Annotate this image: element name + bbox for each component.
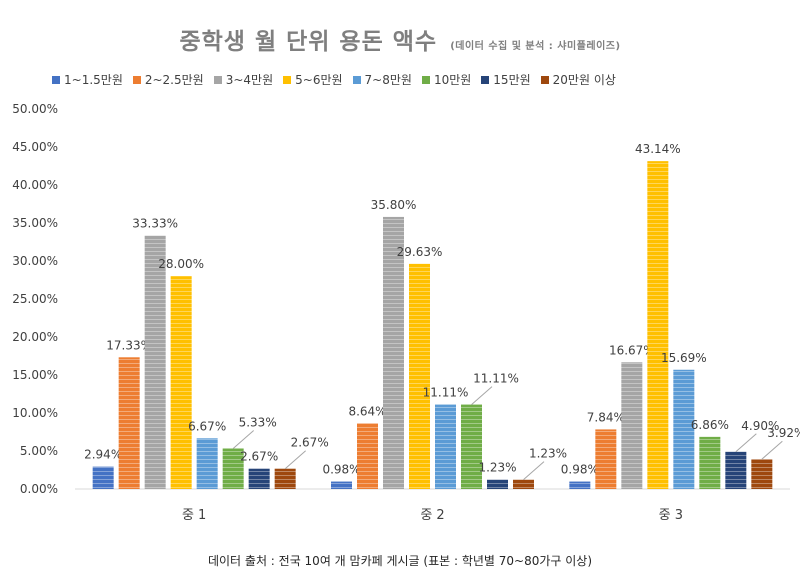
data-label: 1.23%: [478, 461, 516, 475]
data-label: 6.86%: [691, 418, 729, 432]
legend-item: 7~8만원: [352, 71, 412, 88]
bar: [699, 436, 721, 489]
y-tick-label: 45.00%: [12, 140, 58, 154]
bar: [118, 357, 140, 489]
bar: [621, 362, 643, 489]
bar: [274, 468, 296, 489]
bar: [357, 423, 378, 489]
data-label-leader: [523, 461, 545, 481]
legend-item: 15만원: [481, 71, 531, 88]
bar: [196, 438, 218, 489]
legend-swatch: [213, 75, 222, 84]
legend-swatch: [283, 75, 292, 84]
data-label: 0.98%: [561, 463, 599, 477]
chart-legend: 1~1.5만원 2~2.5만원 3~4만원 5~6만원 7~8만원 10만원 15만원 20만…: [52, 71, 782, 88]
data-label-leader: [735, 433, 757, 453]
y-tick-label: 0.00%: [20, 482, 58, 496]
data-label: 4.90%: [741, 419, 779, 433]
legend-item: 5~6만원: [283, 71, 343, 88]
bar: [170, 276, 192, 489]
bar: [435, 404, 456, 489]
legend-swatch: [421, 75, 430, 84]
bar: [673, 369, 695, 489]
legend-item: 2~2.5만원: [132, 71, 204, 88]
legend-label: 7~8만원: [364, 73, 412, 87]
data-label: 8.64%: [348, 404, 386, 418]
y-tick-label: 40.00%: [12, 178, 58, 192]
bar: [751, 459, 773, 489]
bar: [513, 479, 534, 489]
legend-label: 20만원 이상: [552, 73, 616, 87]
data-label: 35.80%: [371, 198, 417, 212]
data-label: 0.98%: [322, 463, 360, 477]
data-label: 5.33%: [239, 415, 277, 429]
bar: [647, 161, 669, 490]
legend-item: 1~1.5만원: [52, 71, 123, 88]
data-label: 11.11%: [473, 372, 519, 386]
data-label: 29.63%: [397, 245, 443, 259]
bar: [144, 235, 166, 489]
y-tick-label: 10.00%: [12, 406, 58, 420]
bar-chart: 0.00% 5.00% 10.00% 15.00% 20.00% 25.00% 30.00%…: [12, 102, 800, 523]
legend-swatch: [132, 75, 141, 84]
bar: [331, 481, 352, 489]
y-tick-label: 50.00%: [12, 102, 58, 116]
data-label: 16.67%: [609, 343, 655, 357]
bar: [461, 404, 482, 489]
data-label: 2.67%: [240, 450, 278, 464]
legend-label: 5~6만원: [295, 73, 343, 87]
data-label: 7.84%: [587, 410, 625, 424]
legend-item: 20만원 이상: [540, 71, 616, 88]
legend-label: 15만원: [493, 73, 531, 87]
legend-swatch: [481, 75, 490, 84]
y-tick-label: 25.00%: [12, 292, 58, 306]
bar: [383, 216, 404, 490]
chart-title: 중학생 월 단위 용돈 액수: [179, 29, 438, 55]
legend-item: 10만원: [421, 71, 472, 88]
data-label: 43.14%: [635, 142, 681, 156]
y-tick-label: 30.00%: [12, 254, 58, 268]
data-label-leader: [284, 450, 306, 470]
legend-label: 1~1.5만원: [64, 73, 123, 87]
data-label: 2.94%: [84, 448, 122, 462]
chart-title-row: 중학생 월 단위 용돈 액수 (데이터 수집 및 분석 : 샤미플레이즈): [0, 22, 800, 56]
bar: [92, 466, 114, 489]
data-label: 3.92%: [767, 426, 800, 440]
legend-label: 2~2.5만원: [144, 73, 204, 87]
data-label: 17.33%: [106, 338, 152, 352]
legend-swatch: [352, 75, 361, 84]
data-label: 33.33%: [132, 217, 178, 231]
bar: [487, 479, 508, 489]
x-tick-label: 중 2: [420, 508, 444, 523]
data-label: 15.69%: [661, 351, 707, 365]
data-label-leader: [761, 440, 783, 460]
data-source-footer: 데이터 출처 : 전국 10여 개 맘카페 게시글 (표본 : 학년별 70~8…: [207, 554, 593, 568]
y-tick-label: 35.00%: [12, 216, 58, 230]
x-tick-label: 중 3: [659, 508, 683, 523]
bar: [248, 468, 270, 489]
chart-subtitle: (데이터 수집 및 분석 : 샤미플레이즈): [450, 41, 621, 52]
x-tick-label: 중 1: [182, 508, 206, 523]
bar: [569, 481, 591, 489]
data-label-leader: [471, 386, 493, 405]
bar: [409, 263, 430, 489]
y-tick-label: 20.00%: [12, 330, 58, 344]
legend-label: 3~4만원: [225, 73, 274, 87]
bar: [725, 451, 747, 489]
y-tick-label: 5.00%: [20, 444, 58, 458]
legend-swatch: [540, 75, 549, 84]
legend-label: 10만원: [433, 73, 472, 87]
data-label: 6.67%: [188, 419, 226, 433]
legend-item: 3~4만원: [213, 71, 274, 88]
data-label: 2.67%: [291, 436, 329, 450]
legend-swatch: [52, 75, 60, 84]
data-label: 1.23%: [529, 447, 567, 461]
data-label: 28.00%: [158, 257, 204, 271]
y-tick-label: 15.00%: [12, 368, 58, 382]
bar: [222, 448, 244, 489]
bar: [595, 429, 617, 489]
data-label-leader: [232, 430, 254, 449]
data-label: 11.11%: [423, 386, 469, 400]
